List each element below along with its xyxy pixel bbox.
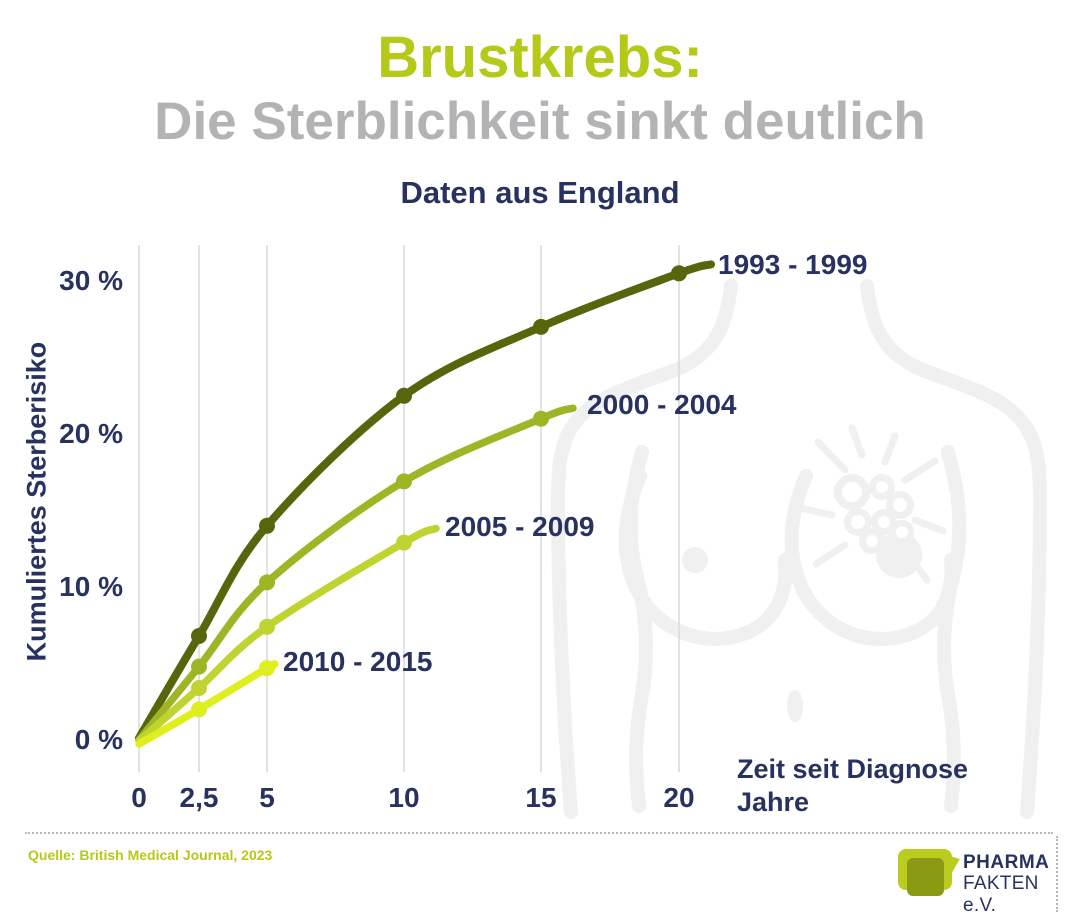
series-label-2005-2009: 2005 - 2009: [445, 511, 595, 542]
dotted-divider: [25, 832, 1053, 834]
logo-text-line2: FAKTEN e.V.: [963, 873, 1039, 916]
series-label-2010-2015: 2010 - 2015: [283, 646, 433, 677]
x-tick-10: 10: [388, 782, 420, 813]
y-tick-30: 30 %: [59, 265, 123, 296]
page-title-main: Die Sterblichkeit sinkt deutlich: [154, 92, 926, 151]
x-tick-2-5: 2,5: [179, 782, 219, 813]
y-tick-20: 20 %: [59, 418, 123, 449]
tumor-cell-spikes: [796, 424, 947, 584]
series-2005-2009: [135, 524, 440, 745]
x-tick-20: 20: [663, 782, 695, 813]
series-2010-2015: [135, 660, 279, 748]
page-title-accent: Brustkrebs:: [377, 25, 703, 90]
x-tick-5: 5: [259, 782, 275, 813]
x-tick-0: 0: [131, 782, 147, 813]
chart-subtitle: Daten aus England: [400, 175, 680, 210]
series-label-2000-2004: 2000 - 2004: [587, 389, 737, 420]
y-tick-0: 0 %: [74, 724, 123, 755]
y-axis-title: Kumuliertes Sterberisiko: [21, 341, 52, 662]
x-axis-title-line1: Zeit seit Diagnose: [737, 754, 969, 784]
source-note: Quelle: British Medical Journal, 2023: [28, 847, 273, 863]
series-2000-2004: [135, 404, 577, 744]
pharma-fakten-logo: PHARMA FAKTEN e.V.: [897, 845, 1067, 916]
logo-square-front: [907, 858, 944, 896]
x-tick-15: 15: [525, 782, 557, 813]
logo-text-line1: PHARMA: [963, 852, 1050, 873]
dotted-divider-vertical: [1056, 836, 1058, 912]
series-label-1993-1999: 1993 - 1999: [718, 249, 868, 280]
x-axis-title: Zeit seit Diagnose Jahre: [737, 753, 968, 819]
x-axis-title-line2: Jahre: [737, 787, 810, 817]
y-tick-10: 10 %: [59, 571, 123, 602]
series-1993-1999: [135, 260, 715, 742]
